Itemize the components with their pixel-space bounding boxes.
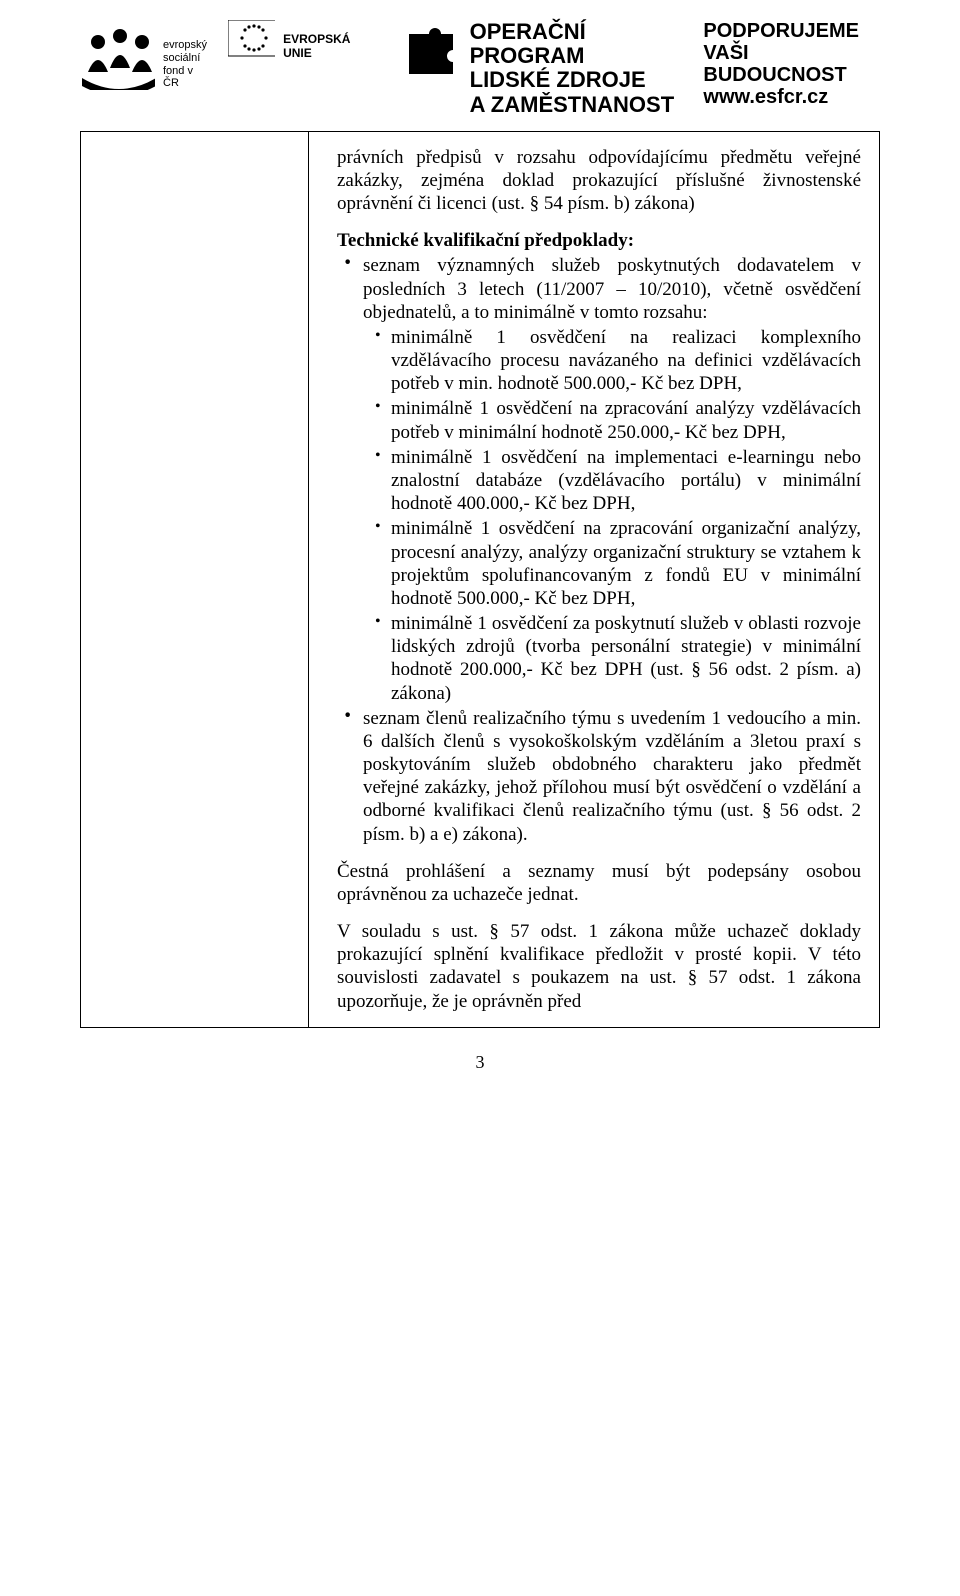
inner-list-item: minimálně 1 osvědčení na zpracování orga… — [375, 517, 861, 610]
table-left-cell — [81, 131, 309, 1027]
page-number: 3 — [80, 1052, 880, 1073]
esf-text: evropský sociální fond v ČR — [163, 39, 210, 90]
inner-list-item: minimálně 1 osvědčení na implementaci e-… — [375, 446, 861, 516]
esf-logo-icon — [80, 20, 155, 90]
support-line: VAŠI BUDOUCNOST — [703, 42, 880, 86]
op-line: LIDSKÉ ZDROJE — [470, 68, 686, 92]
outer-list-item: seznam významných služeb poskytnutých do… — [337, 254, 861, 704]
esf-logo-group: evropský sociální fond v ČR — [80, 20, 210, 90]
op-text: OPERAČNÍ PROGRAM LIDSKÉ ZDROJE A ZAMĚSTN… — [470, 20, 686, 117]
inner-list-item: minimálně 1 osvědčení na realizaci kompl… — [375, 326, 861, 396]
outer-item-text: seznam významných služeb poskytnutých do… — [363, 255, 861, 322]
paragraph: právních předpisů v rozsahu odpovídající… — [337, 146, 861, 216]
page: evropský sociální fond v ČR EVROPSKÁ UNI… — [0, 0, 960, 1103]
eu-flag-icon — [228, 20, 275, 60]
content-table: právních předpisů v rozsahu odpovídající… — [80, 131, 880, 1028]
op-line: OPERAČNÍ PROGRAM — [470, 20, 686, 68]
outer-item-text: seznam členů realizačního týmu s uvedení… — [363, 708, 861, 845]
esf-label: sociální — [163, 52, 210, 65]
inner-list: minimálně 1 osvědčení na realizaci kompl… — [363, 326, 861, 705]
support-url: www.esfcr.cz — [703, 86, 880, 108]
eu-label: EVROPSKÁ UNIE — [283, 32, 373, 60]
puzzle-icon — [401, 20, 456, 80]
outer-list: seznam významných služeb poskytnutých do… — [337, 254, 861, 845]
op-line: A ZAMĚSTNANOST — [470, 93, 686, 117]
inner-list-item: minimálně 1 osvědčení za poskytnutí služ… — [375, 612, 861, 705]
support-line: PODPORUJEME — [703, 20, 880, 42]
esf-label: fond v ČR — [163, 65, 210, 90]
paragraph: V souladu s ust. § 57 odst. 1 zákona můž… — [337, 920, 861, 1013]
table-right-cell: právních předpisů v rozsahu odpovídající… — [309, 131, 880, 1027]
support-text: PODPORUJEME VAŠI BUDOUCNOST www.esfcr.cz — [703, 20, 880, 108]
inner-list-item: minimálně 1 osvědčení na zpracování anal… — [375, 397, 861, 443]
paragraph: Čestná prohlášení a seznamy musí být pod… — [337, 860, 861, 906]
esf-label: evropský — [163, 39, 210, 52]
header-logos: evropský sociální fond v ČR EVROPSKÁ UNI… — [80, 20, 880, 131]
eu-logo-group: EVROPSKÁ UNIE — [228, 20, 373, 60]
tech-qual-heading: Technické kvalifikační předpoklady: — [337, 229, 861, 252]
outer-list-item: seznam členů realizačního týmu s uvedení… — [337, 707, 861, 846]
